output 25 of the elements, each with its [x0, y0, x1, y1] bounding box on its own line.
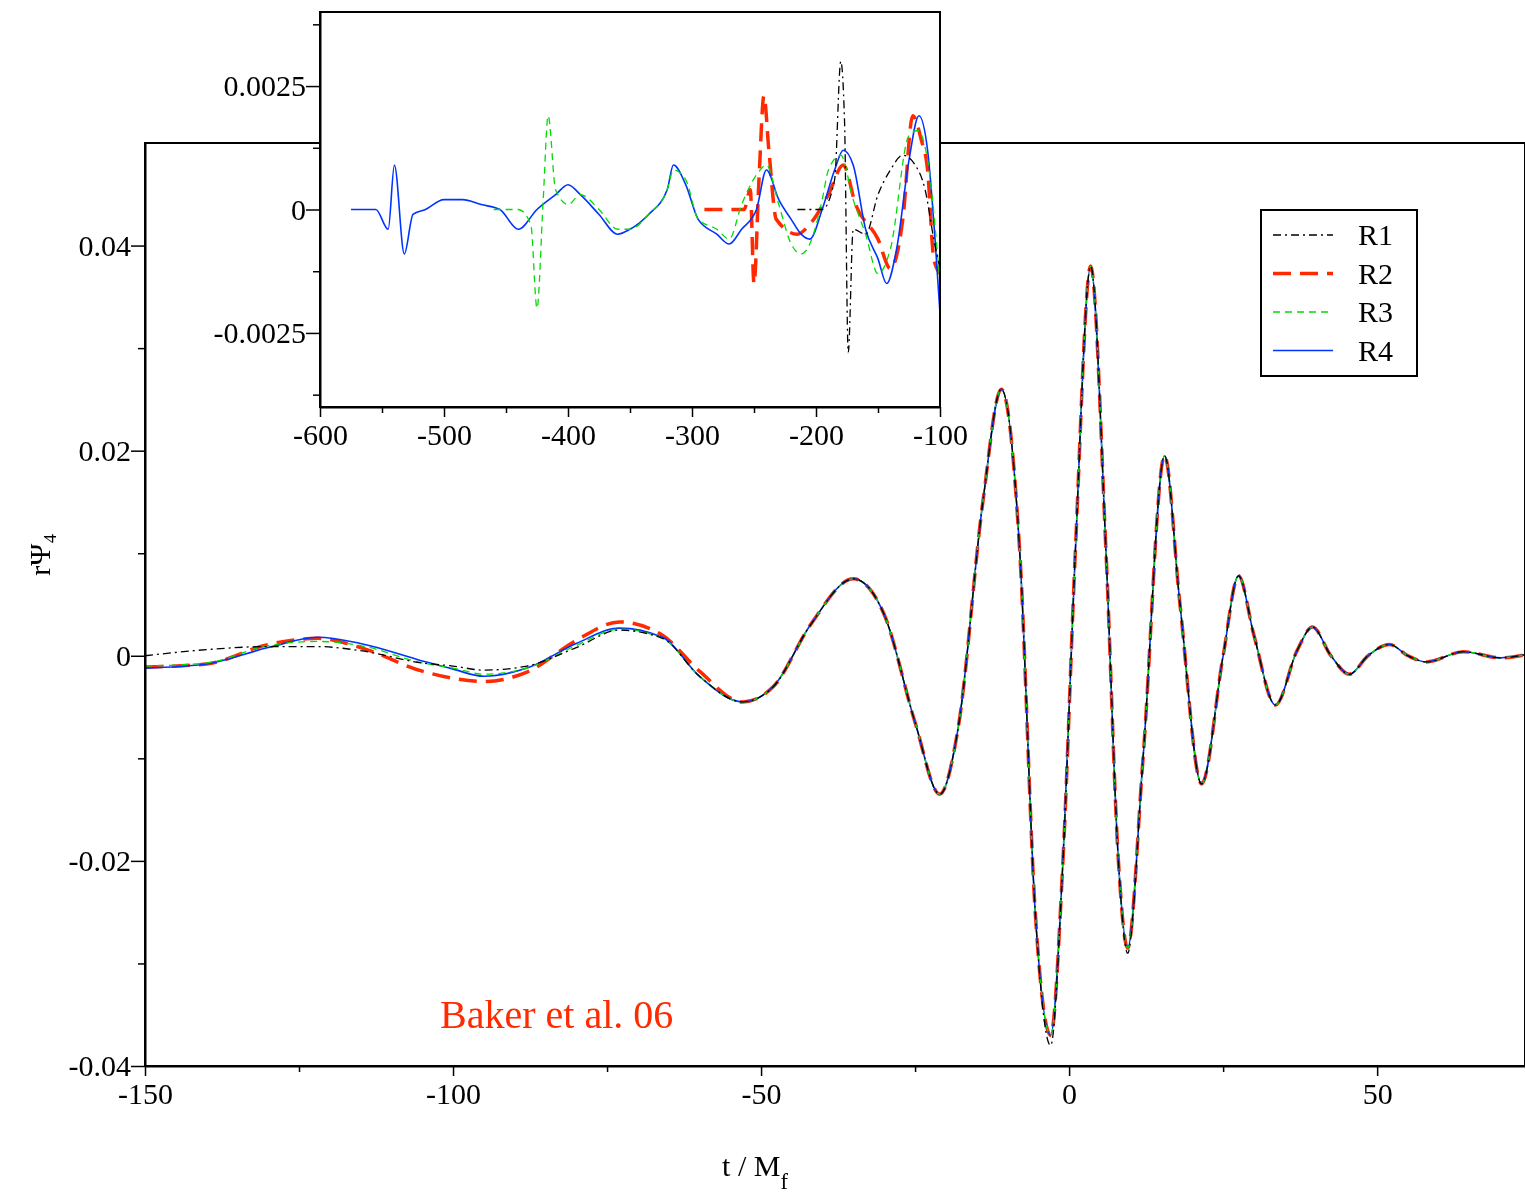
- y-tick-label: 0.0025: [223, 69, 306, 103]
- y-tick-label: 0.04: [78, 228, 131, 262]
- x-tick-label: -50: [741, 1076, 782, 1110]
- line-series: [492, 115, 940, 309]
- legend-label: R2: [1358, 256, 1394, 290]
- x-tick-label: -300: [665, 417, 720, 451]
- y-tick-label: 0: [116, 638, 131, 672]
- x-tick-label: -500: [417, 417, 472, 451]
- annotation: Baker et al. 06: [440, 992, 674, 1037]
- x-tick-label: -100: [913, 417, 968, 451]
- legend-label: R4: [1358, 333, 1394, 367]
- y-tick-label: -0.0025: [213, 316, 306, 350]
- y-tick-label: 0.02: [78, 433, 131, 467]
- legend-label: R3: [1358, 295, 1394, 328]
- x-tick-label: -200: [789, 417, 844, 451]
- x-tick-label: 0: [1062, 1076, 1078, 1110]
- x-tick-label: 50: [1362, 1076, 1393, 1110]
- x-tick-label: -600: [293, 417, 348, 451]
- y-tick-label: -0.02: [68, 843, 131, 877]
- x-axis-title: t / M$_{f}$: [722, 1149, 789, 1192]
- y-tick-label: 0: [291, 192, 306, 226]
- x-tick-label: -100: [426, 1076, 482, 1110]
- x-tick-label: -400: [541, 417, 596, 451]
- y-axis-title: rΨ₄: [23, 533, 56, 576]
- legend-label: R1: [1358, 218, 1394, 251]
